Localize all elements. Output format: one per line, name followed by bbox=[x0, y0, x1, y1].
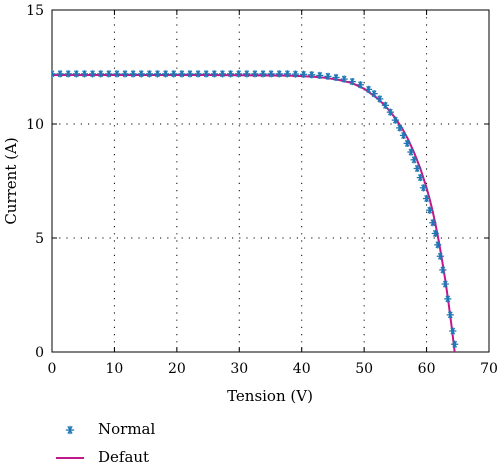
data-point-normal bbox=[396, 124, 404, 132]
data-point-normal bbox=[162, 70, 170, 78]
data-point-normal bbox=[422, 194, 431, 203]
legend-label-normal: Normal bbox=[98, 420, 155, 438]
data-point-normal bbox=[153, 70, 162, 78]
x-tick-label: 50 bbox=[355, 361, 373, 377]
data-point-normal bbox=[226, 70, 235, 78]
data-point-normal bbox=[399, 131, 408, 139]
data-point-normal bbox=[449, 327, 457, 335]
data-point-normal bbox=[429, 219, 437, 227]
data-point-normal bbox=[145, 70, 153, 78]
data-point-normal bbox=[439, 266, 447, 274]
data-point-normal bbox=[259, 70, 267, 78]
data-point-normal bbox=[444, 295, 452, 303]
x-tick-label: 60 bbox=[418, 361, 436, 377]
data-point-normal bbox=[407, 148, 415, 156]
data-point-normal bbox=[243, 70, 251, 78]
data-point-normal bbox=[370, 90, 378, 98]
data-point-normal bbox=[391, 116, 399, 124]
data-point-normal bbox=[376, 95, 384, 103]
data-point-normal bbox=[97, 70, 105, 78]
data-point-normal bbox=[88, 70, 97, 78]
data-point-normal bbox=[80, 70, 89, 78]
data-point-normal bbox=[52, 70, 56, 78]
data-point-normal bbox=[434, 241, 442, 249]
data-point-normal bbox=[441, 280, 449, 288]
data-point-normal bbox=[137, 70, 145, 78]
data-point-normal bbox=[283, 70, 291, 78]
data-point-normal bbox=[381, 101, 389, 109]
data-point-normal bbox=[210, 70, 218, 78]
x-tick-label: 10 bbox=[106, 361, 124, 377]
data-point-normal bbox=[113, 70, 121, 78]
data-point-normal bbox=[403, 139, 411, 147]
data-point-normal bbox=[170, 70, 178, 78]
data-point-normal bbox=[267, 70, 275, 78]
data-point-normal bbox=[446, 311, 454, 319]
legend-asterisk-icon bbox=[65, 425, 75, 435]
data-point-normal bbox=[413, 164, 421, 173]
data-point-normal bbox=[364, 85, 373, 93]
axis-ticks: 0 10 20 30 40 50 60 70 0 5 10 15 bbox=[26, 3, 498, 377]
legend: Normal Defaut bbox=[56, 420, 155, 466]
data-point-normal bbox=[426, 206, 434, 214]
data-point-normal bbox=[324, 72, 332, 80]
y-axis-label: Current (A) bbox=[2, 137, 20, 224]
x-tick-label: 20 bbox=[168, 361, 186, 377]
x-axis-label: Tension (V) bbox=[227, 387, 313, 405]
data-point-normal bbox=[202, 70, 210, 78]
data-point-normal bbox=[356, 81, 364, 89]
data-point-normal bbox=[340, 75, 348, 83]
data-point-normal bbox=[436, 252, 444, 260]
y-tick-label: 15 bbox=[26, 3, 44, 19]
data-point-normal bbox=[275, 70, 283, 78]
x-tick-label: 30 bbox=[230, 361, 248, 377]
plot-series bbox=[52, 70, 459, 352]
data-point-normal bbox=[332, 73, 340, 82]
data-point-normal bbox=[316, 71, 324, 80]
legend-marker-normal bbox=[65, 425, 75, 435]
legend-label-defaut: Defaut bbox=[98, 448, 149, 466]
data-point-normal bbox=[56, 70, 64, 78]
series-line-defaut bbox=[52, 73, 456, 352]
data-point-normal bbox=[308, 71, 316, 79]
data-point-normal bbox=[105, 70, 113, 78]
data-point-normal bbox=[72, 70, 80, 78]
x-tick-label: 70 bbox=[480, 361, 498, 377]
data-point-normal bbox=[386, 108, 394, 116]
data-point-normal bbox=[178, 70, 186, 78]
data-point-normal bbox=[431, 229, 439, 238]
data-point-normal bbox=[299, 70, 308, 78]
data-point-normal bbox=[348, 77, 356, 86]
plot-frame bbox=[51, 9, 490, 353]
data-point-normal bbox=[291, 70, 300, 78]
data-point-normal bbox=[235, 70, 243, 78]
data-point-normal bbox=[410, 156, 418, 164]
data-point-normal bbox=[64, 70, 72, 78]
y-tick-label: 5 bbox=[35, 231, 44, 247]
y-tick-label: 10 bbox=[26, 117, 44, 133]
data-point-normal bbox=[451, 340, 459, 348]
x-tick-label: 0 bbox=[48, 361, 57, 377]
data-point-normal bbox=[129, 70, 137, 78]
data-point-normal bbox=[416, 173, 424, 182]
data-point-normal bbox=[218, 70, 227, 78]
data-point-normal bbox=[186, 70, 194, 78]
data-point-normal bbox=[251, 70, 259, 78]
x-tick-label: 40 bbox=[293, 361, 311, 377]
data-point-normal bbox=[419, 184, 428, 192]
gridlines bbox=[52, 10, 489, 352]
data-point-normal bbox=[121, 70, 129, 78]
data-point-normal bbox=[194, 70, 202, 78]
y-tick-label: 0 bbox=[35, 345, 44, 361]
